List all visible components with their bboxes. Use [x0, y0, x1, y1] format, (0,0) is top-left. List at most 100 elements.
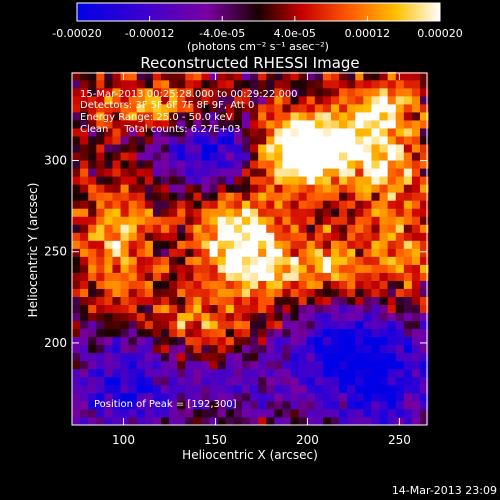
- heatmap-cell: [403, 71, 413, 81]
- heatmap-cell: [72, 384, 81, 394]
- heatmap-cell: [387, 224, 397, 233]
- heatmap-cell: [371, 416, 380, 426]
- heatmap-cell: [209, 79, 219, 89]
- heatmap-cell: [266, 264, 275, 273]
- heatmap-cell: [387, 256, 397, 265]
- heatmap-cell: [169, 128, 178, 137]
- y-tick-label: 200: [44, 336, 67, 350]
- heatmap-cell: [306, 128, 316, 137]
- heatmap-cell: [347, 352, 356, 362]
- heatmap-cell: [306, 79, 316, 89]
- heatmap-cell: [355, 192, 364, 201]
- heatmap-cell: [339, 376, 348, 386]
- heatmap-cell: [128, 192, 138, 201]
- heatmap-cell: [330, 320, 340, 330]
- heatmap-cell: [379, 384, 389, 394]
- heatmap-cell: [330, 328, 340, 338]
- heatmap-cell: [282, 136, 291, 145]
- heatmap-cell: [298, 104, 308, 113]
- heatmap-cell: [120, 240, 130, 249]
- heatmap-cell: [363, 248, 372, 257]
- heatmap-cell: [96, 312, 105, 322]
- heatmap-cell: [355, 224, 364, 233]
- heatmap-cell: [258, 216, 267, 225]
- heatmap-cell: [193, 288, 202, 297]
- heatmap-cell: [96, 328, 105, 338]
- heatmap-cell: [298, 272, 308, 281]
- heatmap-cell: [104, 168, 113, 177]
- heatmap-cell: [387, 71, 397, 81]
- heatmap-cell: [233, 376, 243, 386]
- heatmap-cell: [217, 192, 227, 201]
- heatmap-cell: [169, 240, 178, 249]
- heatmap-cell: [282, 144, 291, 153]
- heatmap-cell: [193, 248, 202, 257]
- heatmap-cell: [347, 408, 356, 418]
- heatmap-cell: [420, 176, 429, 185]
- heatmap-cell: [80, 312, 89, 322]
- heatmap-cell: [347, 336, 356, 346]
- heatmap-cell: [355, 168, 364, 177]
- heatmap-cell: [395, 104, 405, 113]
- heatmap-cell: [152, 160, 162, 169]
- heatmap-cell: [330, 136, 340, 145]
- heatmap-cell: [185, 376, 194, 386]
- heatmap-cell: [266, 304, 275, 314]
- heatmap-cell: [201, 95, 210, 105]
- heatmap-cell: [266, 120, 275, 129]
- heatmap-cell: [379, 95, 389, 105]
- heatmap-cell: [193, 280, 202, 289]
- heatmap-cell: [306, 384, 316, 394]
- heatmap-cell: [144, 120, 154, 129]
- heatmap-cell: [274, 344, 283, 354]
- heatmap-cell: [306, 376, 316, 386]
- heatmap-cell: [169, 152, 178, 161]
- heatmap-cell: [120, 384, 130, 394]
- heatmap-cell: [88, 160, 97, 169]
- heatmap-cell: [209, 272, 219, 281]
- heatmap-cell: [403, 87, 413, 97]
- heatmap-cell: [217, 87, 227, 97]
- heatmap-cell: [120, 312, 130, 322]
- heatmap-cell: [290, 160, 300, 169]
- heatmap-cell: [355, 216, 364, 225]
- heatmap-cell: [363, 312, 372, 322]
- heatmap-cell: [136, 120, 146, 129]
- heatmap-cell: [258, 408, 267, 418]
- heatmap-cell: [217, 344, 227, 354]
- heatmap-cell: [403, 79, 413, 89]
- heatmap-cell: [185, 336, 194, 346]
- heatmap-cell: [387, 392, 397, 402]
- heatmap-cell: [274, 328, 283, 338]
- heatmap-cell: [250, 352, 259, 362]
- heatmap-cell: [144, 376, 154, 386]
- heatmap-cell: [379, 240, 389, 249]
- heatmap-cell: [339, 296, 348, 306]
- heatmap-cell: [80, 208, 89, 217]
- heatmap-cell: [420, 232, 429, 241]
- heatmap-cell: [395, 232, 405, 241]
- heatmap-cell: [387, 288, 397, 297]
- heatmap-cell: [379, 136, 389, 145]
- heatmap-cell: [104, 144, 113, 153]
- heatmap-cell: [217, 392, 227, 402]
- heatmap-cell: [371, 304, 380, 314]
- heatmap-cell: [193, 152, 202, 161]
- heatmap-cell: [136, 328, 146, 338]
- heatmap-cell: [152, 87, 162, 97]
- heatmap-cell: [411, 272, 421, 281]
- heatmap-cell: [258, 400, 267, 410]
- heatmap-cell: [88, 112, 97, 121]
- heatmap-cell: [420, 144, 429, 153]
- heatmap-cell: [120, 296, 130, 306]
- heatmap-cell: [274, 128, 283, 137]
- heatmap-cell: [330, 160, 340, 169]
- heatmap-cell: [403, 176, 413, 185]
- heatmap-cell: [395, 416, 405, 426]
- heatmap-cell: [80, 344, 89, 354]
- heatmap-cell: [217, 312, 227, 322]
- heatmap-cell: [306, 224, 316, 233]
- heatmap-cell: [282, 184, 291, 193]
- heatmap-cell: [225, 328, 235, 338]
- heatmap-cell: [185, 192, 194, 201]
